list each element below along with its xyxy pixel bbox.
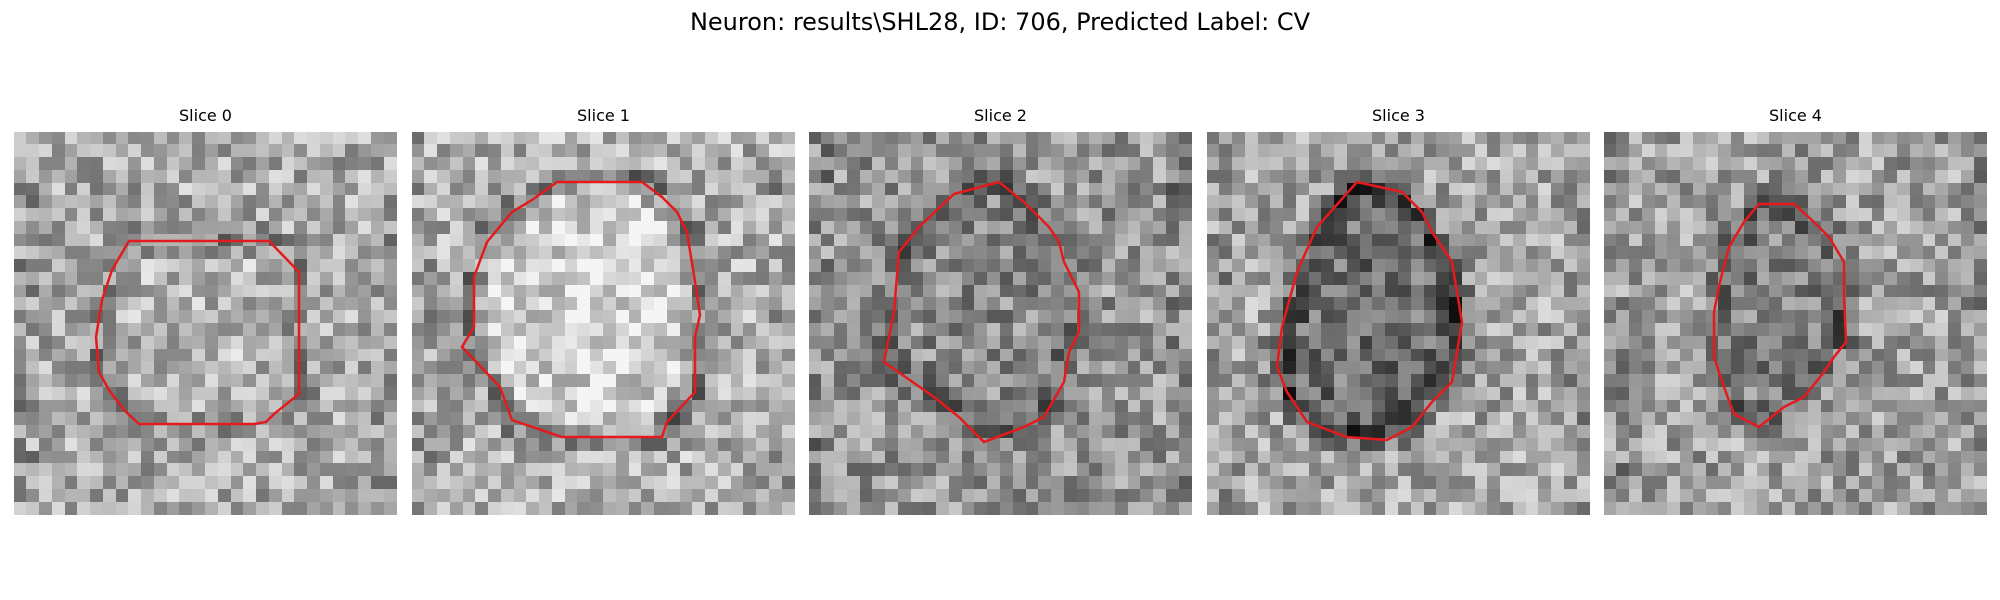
contour-overlay: [1712, 202, 1848, 429]
slice-image: [14, 132, 397, 515]
neuron-contour: [460, 180, 702, 439]
neuron-contour: [94, 239, 301, 426]
neuron-contour: [1712, 202, 1848, 429]
figure-title: Neuron: results\SHL28, ID: 706, Predicte…: [689, 8, 1311, 36]
grayscale-slice-raster: [809, 132, 1192, 515]
slice-panel-1: Slice 1: [412, 106, 795, 515]
slice-image: [1604, 132, 1987, 515]
grayscale-slice-raster: [1207, 132, 1590, 515]
slice-image: [1207, 132, 1590, 515]
grayscale-slice-raster: [14, 132, 397, 515]
slice-title: Slice 0: [179, 106, 232, 125]
slice-title: Slice 3: [1372, 106, 1425, 125]
contour-overlay: [1275, 180, 1464, 442]
grayscale-slice-raster: [412, 132, 795, 515]
contour-overlay: [94, 239, 301, 426]
slice-image: [809, 132, 1192, 515]
slice-panel-4: Slice 4: [1604, 106, 1987, 515]
slice-panel-2: Slice 2: [809, 106, 1192, 515]
contour-overlay: [460, 180, 702, 439]
contour-overlay: [882, 180, 1081, 444]
neuron-contour: [1275, 180, 1464, 442]
slice-image: [412, 132, 795, 515]
slice-title: Slice 4: [1769, 106, 1822, 125]
neuron-contour: [882, 180, 1081, 444]
slice-title: Slice 2: [974, 106, 1027, 125]
grayscale-slice-raster: [1604, 132, 1987, 515]
slice-panel-0: Slice 0: [14, 106, 397, 515]
slice-panel-3: Slice 3: [1207, 106, 1590, 515]
slice-title: Slice 1: [577, 106, 630, 125]
